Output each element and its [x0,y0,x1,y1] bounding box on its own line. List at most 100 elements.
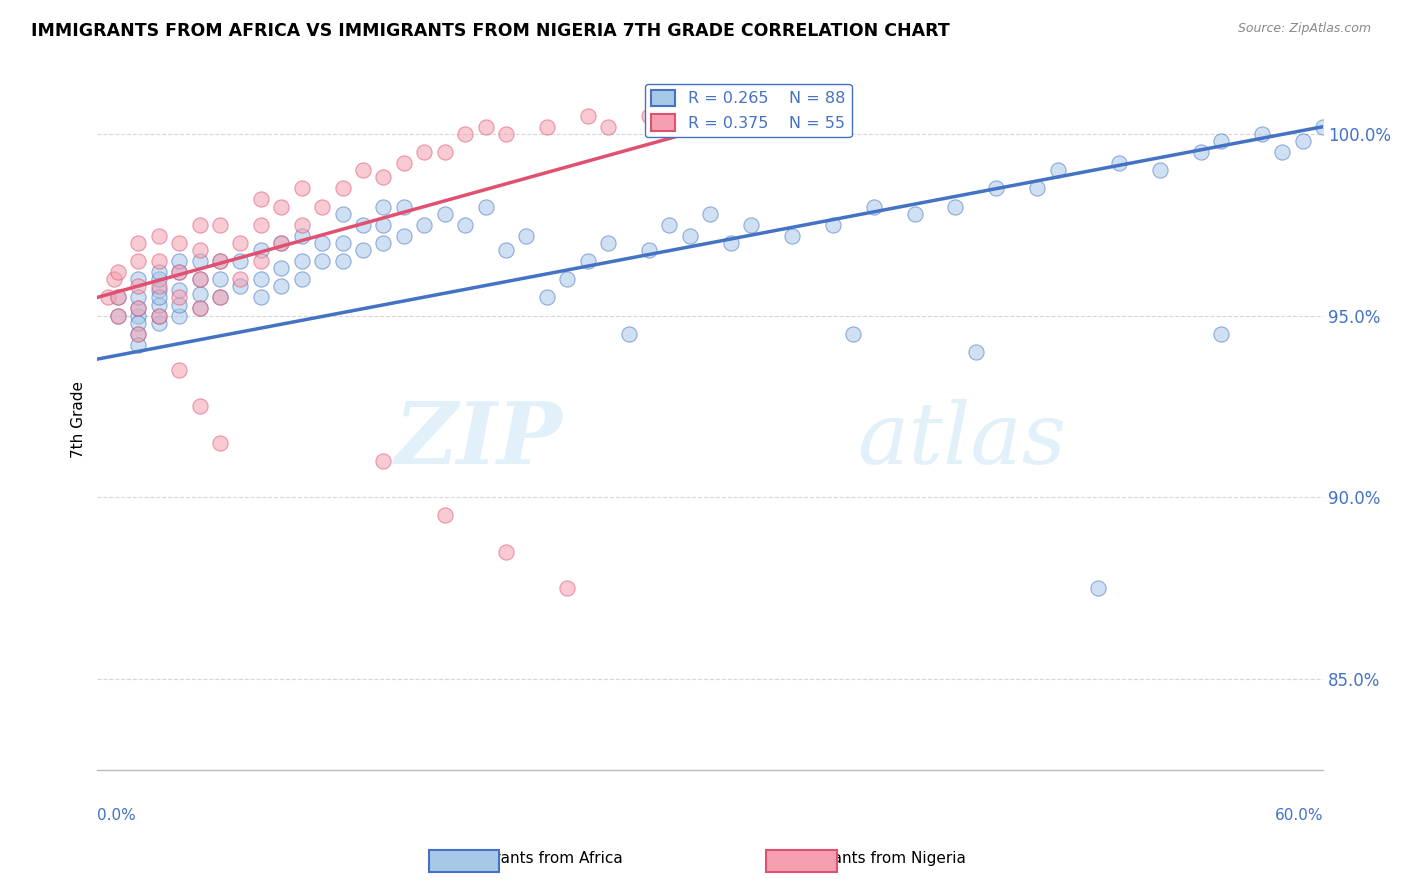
Point [270,235,292,250]
Point [148,290,170,304]
Point [148,283,170,297]
Point [332,254,354,268]
Point [352,218,374,232]
Point [127,301,149,316]
Point [148,279,170,293]
Point [679,228,702,243]
Point [842,326,865,341]
Point [373,454,395,468]
Point [1189,145,1212,159]
Point [903,207,925,221]
Text: IMMIGRANTS FROM AFRICA VS IMMIGRANTS FROM NIGERIA 7TH GRADE CORRELATION CHART: IMMIGRANTS FROM AFRICA VS IMMIGRANTS FRO… [31,22,949,40]
Point [352,243,374,257]
Point [249,272,271,286]
Point [127,235,149,250]
Point [229,279,252,293]
Point [249,243,271,257]
Point [454,127,477,141]
Point [188,218,211,232]
Point [332,181,354,195]
Point [373,170,395,185]
Point [1149,163,1171,178]
Point [148,309,170,323]
Point [107,290,129,304]
Point [332,235,354,250]
Text: atlas: atlas [858,399,1067,482]
Legend: R = 0.265    N = 88, R = 0.375    N = 55: R = 0.265 N = 88, R = 0.375 N = 55 [645,84,852,137]
Point [188,254,211,268]
Point [97,290,120,304]
Point [658,218,681,232]
Point [413,145,436,159]
Point [433,508,456,523]
Text: 0.0%: 0.0% [97,808,136,823]
Point [167,298,190,312]
Point [249,218,271,232]
Text: 60.0%: 60.0% [1275,808,1323,823]
Point [1046,163,1069,178]
Point [208,254,231,268]
Point [148,298,170,312]
Point [167,265,190,279]
Point [167,254,190,268]
Point [208,435,231,450]
Point [167,363,190,377]
Point [1292,134,1315,148]
Point [433,145,456,159]
Point [291,181,314,195]
Point [291,228,314,243]
Point [188,301,211,316]
Text: ZIP: ZIP [395,399,564,482]
Point [188,272,211,286]
Point [495,127,517,141]
Point [127,301,149,316]
Point [332,207,354,221]
Point [576,109,599,123]
Point [720,235,742,250]
Point [699,207,721,221]
Point [474,120,496,134]
Point [862,200,884,214]
Point [208,272,231,286]
Point [167,235,190,250]
Point [536,290,558,304]
Point [107,265,129,279]
Text: Immigrants from Nigeria: Immigrants from Nigeria [778,851,966,865]
Point [311,200,333,214]
Point [454,218,477,232]
Point [167,290,190,304]
Point [107,309,129,323]
Point [291,218,314,232]
Point [598,235,620,250]
Point [127,326,149,341]
Point [229,235,252,250]
Point [352,163,374,178]
Point [127,309,149,323]
Point [167,309,190,323]
Point [167,283,190,297]
Point [188,272,211,286]
Point [148,316,170,330]
Point [474,200,496,214]
Point [699,98,721,112]
Point [127,272,149,286]
Point [495,243,517,257]
Point [107,309,129,323]
Point [373,218,395,232]
Point [311,254,333,268]
Point [208,218,231,232]
Text: Immigrants from Africa: Immigrants from Africa [446,851,623,865]
Point [229,272,252,286]
Point [270,261,292,276]
Point [821,218,844,232]
Point [249,290,271,304]
Point [638,109,661,123]
Point [945,200,967,214]
Point [515,228,537,243]
Point [392,156,415,170]
Point [392,228,415,243]
Point [638,243,661,257]
Point [413,218,436,232]
Point [392,200,415,214]
Point [1108,156,1130,170]
